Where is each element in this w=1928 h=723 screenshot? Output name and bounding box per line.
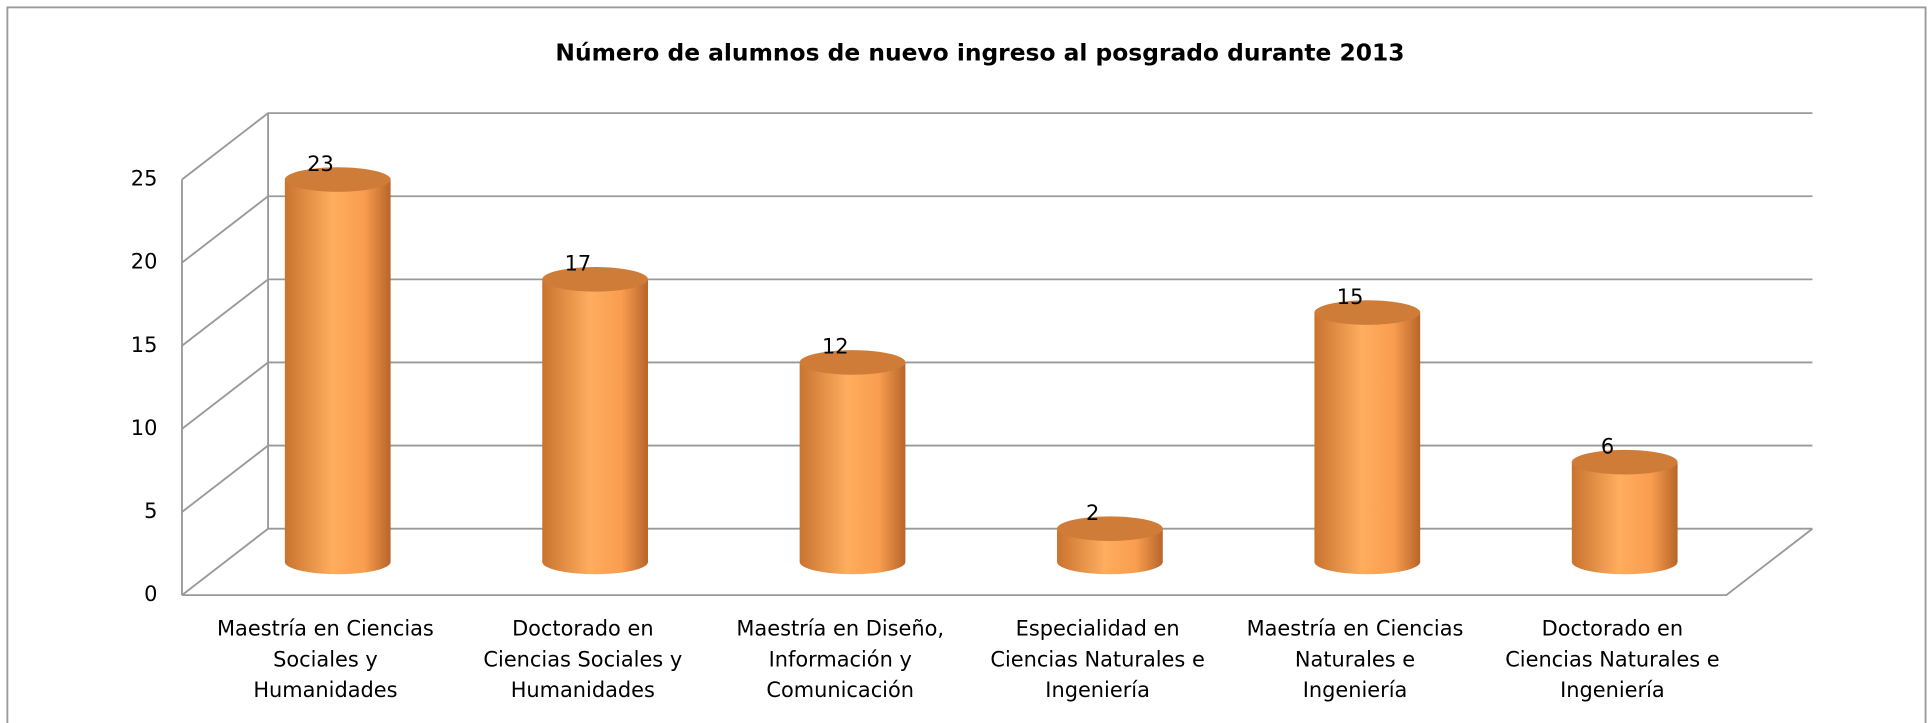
bar-base [1571,549,1678,575]
x-tick-label: Maestría en Ciencias Sociales y Humanidade… [217,617,434,702]
data-label: 17 [565,252,592,276]
bar-top [799,350,906,375]
data-label: 12 [822,335,849,359]
bar-base [1314,549,1421,575]
floor [181,527,1813,597]
x-tick-label: Maestría en Diseño, Información y Comunica… [736,617,944,702]
x-tick-label: Maestría en Ciencias Naturales e Ingenierí… [1247,617,1464,702]
y-tick-label: 5 [144,499,157,523]
bar-top [1314,300,1421,325]
bar-base [799,549,906,575]
data-label: 2 [1086,501,1099,525]
bar-base [1057,549,1163,575]
bar-top [542,267,648,292]
bar-top [1571,449,1678,475]
data-label: 6 [1601,434,1614,458]
y-tick-label: 25 [131,167,158,191]
bar-body [284,179,391,562]
bar-base [284,549,391,575]
chart-title: Número de alumnos de nuevo ingreso al po… [555,39,1404,67]
bar-base [542,549,648,575]
bar-body [799,362,906,562]
grid-line [181,527,1813,596]
bar-top [284,167,391,192]
y-tick-label: 20 [131,250,158,274]
data-label: 23 [307,152,334,176]
grid-line [181,278,1813,347]
y-tick-label: 0 [144,582,157,606]
x-tick-label: Doctorado en Ciencias Sociales y Humanidad… [483,617,682,702]
x-tick-label: Doctorado en Ciencias Naturales e Ingenier… [1505,617,1719,702]
y-tick-label: 10 [131,416,158,440]
grid-line [181,444,1813,513]
x-tick-label: Especialidad en Ciencias Naturales e Ingen… [990,617,1204,702]
y-tick-label: 15 [131,333,158,357]
grid-line [181,195,1813,264]
bar-body [542,279,648,562]
bar-body [1571,462,1678,562]
grid-line [181,361,1813,430]
data-label: 15 [1337,285,1364,309]
grid-line [181,112,1813,181]
bar-top [1057,516,1163,541]
bar-body [1314,312,1421,562]
